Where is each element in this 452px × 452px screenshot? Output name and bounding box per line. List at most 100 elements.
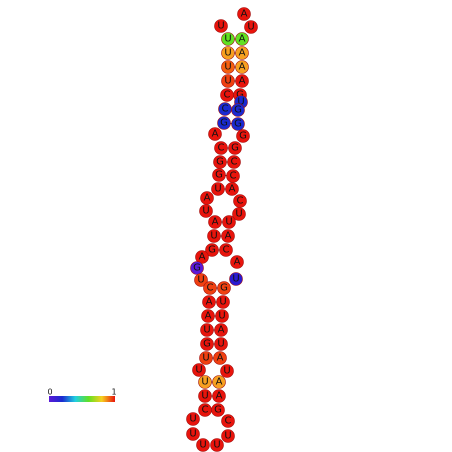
nucleotide-label: U <box>203 325 210 336</box>
nucleotide <box>211 403 225 417</box>
nucleotide-label: U <box>218 311 225 322</box>
nucleotide <box>214 19 228 33</box>
nucleotide <box>212 168 226 182</box>
nucleotide <box>232 207 246 221</box>
nucleotide-label: U <box>202 353 209 364</box>
nucleotide <box>198 375 212 389</box>
colorbar <box>49 396 115 402</box>
nucleotide-label: G <box>220 283 228 294</box>
nucleotide-label: U <box>237 97 244 108</box>
nucleotide-label: A <box>212 217 219 228</box>
nucleotide-label: U <box>247 22 254 33</box>
nucleotide <box>200 323 214 337</box>
nucleotide-label: U <box>197 275 204 286</box>
nucleotide-label: A <box>199 252 206 263</box>
nucleotide-label: U <box>199 440 206 451</box>
nucleotide <box>214 323 228 337</box>
nucleotide-label: A <box>239 34 246 45</box>
nucleotide-label: A <box>218 325 225 336</box>
nucleotide <box>192 363 206 377</box>
nucleotide <box>186 412 200 426</box>
nucleotide <box>203 281 217 295</box>
nucleotide <box>221 229 235 243</box>
nucleotide <box>190 261 204 275</box>
nucleotide-label: U <box>210 231 217 242</box>
nucleotide-label: A <box>216 391 223 402</box>
nucleotide-label: U <box>202 206 209 217</box>
nucleotide-label: U <box>224 62 231 73</box>
nucleotide-label: U <box>224 431 231 442</box>
nucleotide <box>201 309 215 323</box>
nucleotide-label: G <box>220 118 228 129</box>
nucleotide-label: U <box>201 391 208 402</box>
nucleotide <box>237 7 251 21</box>
nucleotide-label: G <box>239 131 247 142</box>
nucleotide <box>205 243 219 257</box>
nucleotide <box>212 389 226 403</box>
nucleotide-label: G <box>193 263 201 274</box>
nucleotide <box>231 117 245 131</box>
nucleotide <box>214 337 228 351</box>
nucleotide <box>213 351 227 365</box>
nucleotide-label: U <box>232 274 239 285</box>
nucleotide <box>235 46 249 60</box>
nucleotide-label: C <box>237 196 244 207</box>
nucleotide <box>229 272 243 286</box>
nucleotide-label: U <box>224 76 231 87</box>
nucleotide <box>230 255 244 269</box>
nucleotide <box>235 32 249 46</box>
nucleotide-label: G <box>231 143 239 154</box>
nucleotide <box>217 116 231 130</box>
nucleotide-label: A <box>225 231 232 242</box>
colorbar-max: 1 <box>111 388 116 397</box>
nucleotide <box>221 429 235 443</box>
nucleotide-label: U <box>189 429 196 440</box>
nucleotide <box>212 375 226 389</box>
nucleotide <box>211 182 225 196</box>
nucleotide-label: U <box>219 297 226 308</box>
nucleotide-label: C <box>222 104 229 115</box>
nucleotide-label: C <box>225 416 232 427</box>
nucleotide <box>217 281 231 295</box>
nucleotide <box>199 351 213 365</box>
nucleotide-label: U <box>195 365 202 376</box>
nucleotide <box>219 243 233 257</box>
nucleotide-label: U <box>189 414 196 425</box>
nucleotide <box>208 215 222 229</box>
nucleotide-label: C <box>207 283 214 294</box>
nucleotide <box>221 414 235 428</box>
nucleotide-label: G <box>236 90 244 101</box>
nucleotide <box>231 103 245 117</box>
nucleotide-label: C <box>223 245 230 256</box>
nucleotide-label: A <box>216 377 223 388</box>
nucleotide-label: A <box>212 129 219 140</box>
nucleotide <box>228 141 242 155</box>
nucleotide-label: C <box>230 171 237 182</box>
nucleotide <box>235 74 249 88</box>
nucleotide <box>207 229 221 243</box>
nucleotide <box>221 60 235 74</box>
nucleotide-label: A <box>229 184 236 195</box>
nucleotide <box>214 141 228 155</box>
nucleotide-label: A <box>239 76 246 87</box>
nucleotide <box>220 364 234 378</box>
nucleotide <box>198 389 212 403</box>
nucleotide-label: U <box>235 209 242 220</box>
nucleotide <box>221 74 235 88</box>
nucleotide-label: A <box>217 353 224 364</box>
nucleotide-label: U <box>201 377 208 388</box>
nucleotide <box>227 155 241 169</box>
nucleotide-label: A <box>239 48 246 59</box>
nucleotide <box>199 204 213 218</box>
nucleotide-label: U <box>217 339 224 350</box>
nucleotide-label: A <box>241 9 248 20</box>
nucleotide-label: U <box>224 34 231 45</box>
nucleotide-label: U <box>214 184 221 195</box>
nucleotide-label: G <box>214 405 222 416</box>
nucleotide-label: G <box>208 245 216 256</box>
nucleotide-label: C <box>218 143 225 154</box>
nucleotide <box>222 215 236 229</box>
nucleotide-label: U <box>213 440 220 451</box>
